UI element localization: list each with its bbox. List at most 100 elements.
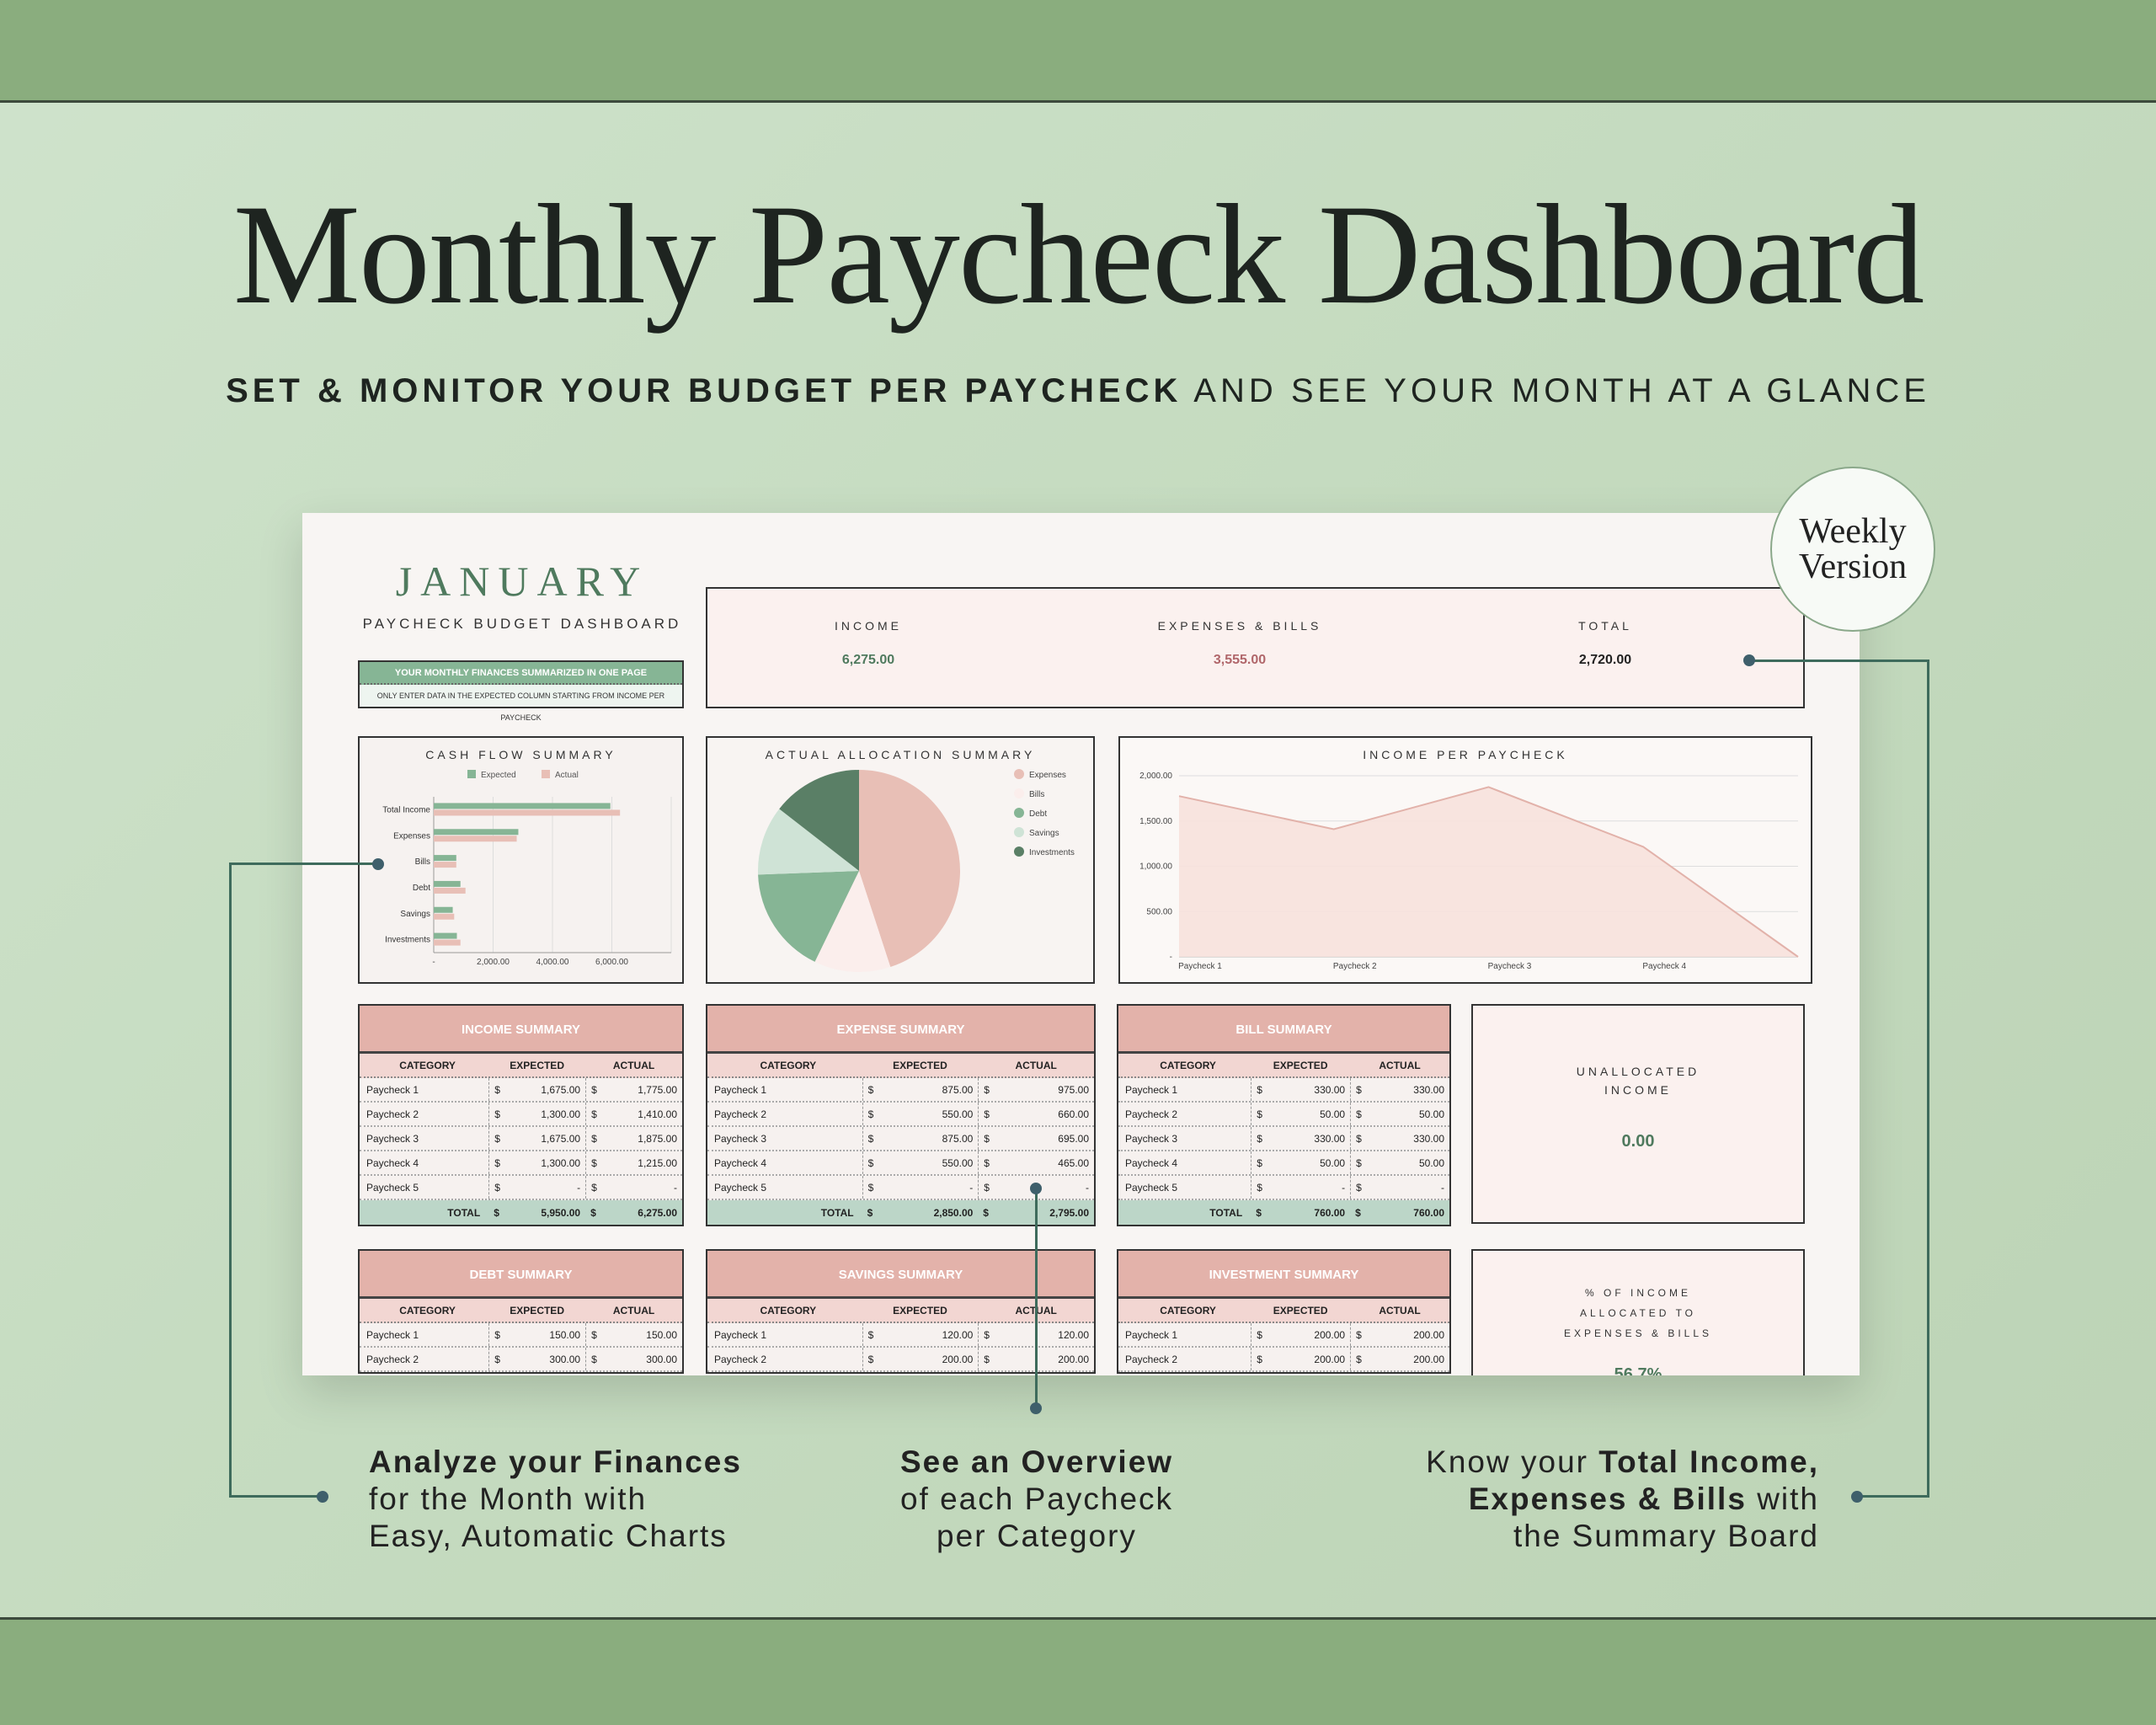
expected-cell[interactable]: $1,300.00 [488, 1151, 585, 1174]
caption-center: See an Overview of each Paycheck per Cat… [784, 1444, 1289, 1555]
table-title: DEBT SUMMARY [360, 1251, 682, 1299]
legend-swatch [467, 770, 476, 778]
savings-summary-table: SAVINGS SUMMARYCATEGORYEXPECTEDACTUALPay… [706, 1249, 1096, 1374]
y-category-label: Total Income [382, 805, 430, 814]
unallocated-label: UNALLOCATED [1576, 1065, 1700, 1078]
amount: 550.00 [942, 1156, 974, 1169]
actual-cell: $50.00 [1350, 1103, 1449, 1125]
expected-cell[interactable]: $330.00 [1251, 1078, 1350, 1101]
expected-cell[interactable]: $875.00 [862, 1078, 979, 1101]
legend-label: Debt [1029, 809, 1047, 819]
category-cell: Paycheck 4 [714, 1156, 767, 1169]
expected-cell[interactable]: $1,675.00 [488, 1078, 585, 1101]
expected-cell[interactable]: $550.00 [862, 1103, 979, 1125]
expected-cell[interactable]: $1,675.00 [488, 1127, 585, 1150]
y-category-label: Bills [415, 857, 430, 867]
amount: 200.00 [1314, 1353, 1346, 1365]
expenses-label: EXPENSES & BILLS [1157, 619, 1322, 633]
amount: 200.00 [1413, 1328, 1444, 1341]
currency-symbol: $ [591, 1353, 597, 1365]
expected-cell[interactable]: $150.00 [488, 1323, 585, 1346]
total-label: TOTAL [820, 1206, 854, 1219]
currency-symbol: $ [984, 1083, 990, 1096]
currency-symbol: $ [1356, 1156, 1362, 1169]
amount: - [1086, 1181, 1089, 1194]
amount: 150.00 [549, 1328, 581, 1341]
legend-marker [1014, 827, 1024, 837]
income-label: INCOME [835, 619, 902, 633]
legend-label: Expected [481, 771, 516, 780]
expected-cell[interactable]: $200.00 [1251, 1348, 1350, 1370]
investment-summary-table: INVESTMENT SUMMARY CATEGORY EXPECTED ACTUAL… [1117, 1249, 1451, 1374]
expected-cell[interactable]: $1,300.00 [488, 1103, 585, 1125]
income-value: 6,275.00 [841, 653, 895, 667]
currency-symbol: $ [867, 1108, 874, 1120]
column-header: CATEGORY [399, 1059, 456, 1071]
expected-cell[interactable]: $50.00 [1251, 1151, 1350, 1174]
category-cell: Paycheck 1 [1125, 1083, 1178, 1096]
column-header: CATEGORY [1160, 1059, 1216, 1071]
expected-cell[interactable]: $ - [862, 1176, 979, 1199]
actual-total: $2,795.00 [978, 1200, 1094, 1225]
expected-cell[interactable]: $50.00 [1251, 1103, 1350, 1125]
column-header: EXPECTED [1273, 1304, 1328, 1316]
amount: 200.00 [1058, 1353, 1089, 1365]
expected-cell[interactable]: $200.00 [862, 1348, 979, 1370]
expected-cell[interactable]: $ - [488, 1176, 585, 1199]
currency-symbol: $ [867, 1353, 874, 1365]
expected-cell[interactable]: $200.00 [1251, 1323, 1350, 1346]
category-cell: Paycheck 3 [1125, 1132, 1178, 1145]
percent-label-3: EXPENSES & BILLS [1563, 1327, 1713, 1339]
legend-label: Investments [1029, 848, 1075, 857]
table-row: Paycheck 4 $1,300.00 $1,215.00 [360, 1151, 682, 1176]
x-tick-label: 4,000.00 [536, 958, 569, 967]
actual-cell: $330.00 [1350, 1078, 1449, 1101]
percent-label-1: % OF INCOME [1584, 1287, 1691, 1299]
currency-symbol: $ [984, 1328, 990, 1341]
y-category-label: Savings [400, 910, 430, 919]
currency-symbol: $ [494, 1083, 500, 1096]
expected-cell[interactable]: $330.00 [1251, 1127, 1350, 1150]
table-row: Paycheck 3 $1,675.00 $1,875.00 [360, 1127, 682, 1151]
amount: 550.00 [942, 1108, 974, 1120]
bar-actual [434, 862, 456, 868]
expected-cell[interactable]: $ - [1251, 1176, 1350, 1199]
column-header: ACTUAL [612, 1059, 655, 1071]
connector-line-left [229, 862, 232, 1498]
income-per-paycheck-chart: INCOME PER PAYCHECK - 500.00 1,000.00 1,500… [1118, 736, 1812, 984]
income-svg: - 500.00 1,000.00 1,500.00 2,000.00 Paycheck … [1139, 772, 1799, 971]
expected-cell[interactable]: $550.00 [862, 1151, 979, 1174]
table-row: Paycheck 5 $ - $ - [360, 1176, 682, 1200]
category-cell: Paycheck 5 [1125, 1181, 1178, 1194]
table-row: Paycheck 1 $120.00 $120.00 [707, 1323, 1094, 1348]
actual-cell: $300.00 [585, 1348, 682, 1370]
bar-actual [434, 809, 621, 816]
amount: 2,795.00 [1049, 1206, 1089, 1219]
actual-cell: $660.00 [978, 1103, 1094, 1125]
cash-flow-chart: CASH FLOW SUMMARY Expected Actual - 2,000.0… [358, 736, 684, 984]
currency-symbol: $ [1356, 1132, 1362, 1145]
amount: 1,410.00 [638, 1108, 677, 1120]
amount: 875.00 [942, 1132, 974, 1145]
amount: - [577, 1181, 581, 1194]
currency-symbol: $ [1257, 1156, 1262, 1169]
actual-cell: $ - [585, 1176, 682, 1199]
column-header: CATEGORY [760, 1059, 817, 1071]
caption-center-line: per Category [937, 1519, 1137, 1553]
legend-swatch [542, 770, 550, 778]
y-tick-label: - [1170, 953, 1172, 962]
category-cell: Paycheck 2 [366, 1353, 419, 1365]
category-cell: Paycheck 2 [714, 1353, 767, 1365]
category-cell: Paycheck 2 [1125, 1353, 1178, 1365]
amount: 975.00 [1058, 1083, 1089, 1096]
table-row: Paycheck 2 $200.00 $200.00 [707, 1348, 1094, 1372]
amount: 465.00 [1058, 1156, 1089, 1169]
expected-cell[interactable]: $120.00 [862, 1323, 979, 1346]
table-row: Paycheck 2 $1,300.00 $1,410.00 [360, 1103, 682, 1127]
connector-dot [1743, 654, 1755, 666]
expected-cell[interactable]: $875.00 [862, 1127, 979, 1150]
bar-expected [434, 906, 453, 913]
expected-cell[interactable]: $300.00 [488, 1348, 585, 1370]
